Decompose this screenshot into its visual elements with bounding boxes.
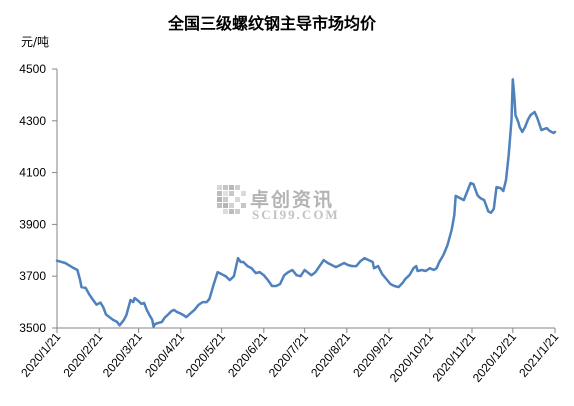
logo-cell — [217, 197, 222, 202]
logo-cell — [223, 209, 228, 214]
x-tick-label: 2020/4/21 — [142, 330, 187, 380]
x-tick-label: 2020/10/21 — [387, 330, 437, 385]
logo-cell — [223, 197, 228, 202]
logo-cell — [241, 203, 246, 208]
y-axis-unit-label: 元/吨 — [21, 35, 50, 49]
logo-cell — [223, 191, 228, 196]
y-tick-label: 4100 — [19, 166, 46, 180]
logo-cell — [223, 203, 228, 208]
x-tick-label: 2020/2/21 — [60, 330, 105, 380]
x-tick-label: 2020/12/21 — [470, 330, 520, 385]
chart-title: 全国三级螺纹钢主导市场均价 — [167, 14, 376, 33]
x-tick-label: 2020/5/21 — [183, 330, 228, 380]
logo-cell — [217, 185, 222, 190]
x-tick-label: 2021/1/21 — [516, 330, 561, 380]
x-tick-label: 2020/6/21 — [225, 330, 270, 380]
y-tick-label: 4300 — [19, 114, 46, 128]
watermark-name-en: SCI99.COM — [252, 207, 340, 222]
logo-cell — [241, 191, 246, 196]
y-tick-label: 3700 — [19, 269, 46, 283]
logo-cell — [223, 185, 228, 190]
watermark-name-cn: 卓创资讯 — [250, 189, 335, 211]
logo-cell — [229, 209, 234, 214]
y-tick-label: 4500 — [19, 62, 46, 76]
logo-cell — [229, 203, 234, 208]
logo-cell — [217, 191, 222, 196]
watermark-logo-icon — [217, 185, 246, 214]
watermark: 卓创资讯 SCI99.COM — [216, 183, 366, 223]
logo-cell — [235, 185, 240, 190]
logo-cell — [229, 191, 234, 196]
logo-cell — [235, 197, 240, 202]
x-tick-label: 2020/7/21 — [266, 330, 311, 380]
x-tick-label: 2020/1/21 — [18, 330, 63, 380]
x-tick-label: 2020/3/21 — [100, 330, 145, 380]
y-tick-label: 3900 — [19, 217, 46, 231]
series-line — [55, 78, 557, 328]
y-tick-label: 3500 — [19, 321, 46, 335]
x-tick-label: 2020/8/21 — [308, 330, 353, 380]
logo-cell — [229, 185, 234, 190]
logo-cell — [235, 209, 240, 214]
logo-cell — [217, 203, 222, 208]
